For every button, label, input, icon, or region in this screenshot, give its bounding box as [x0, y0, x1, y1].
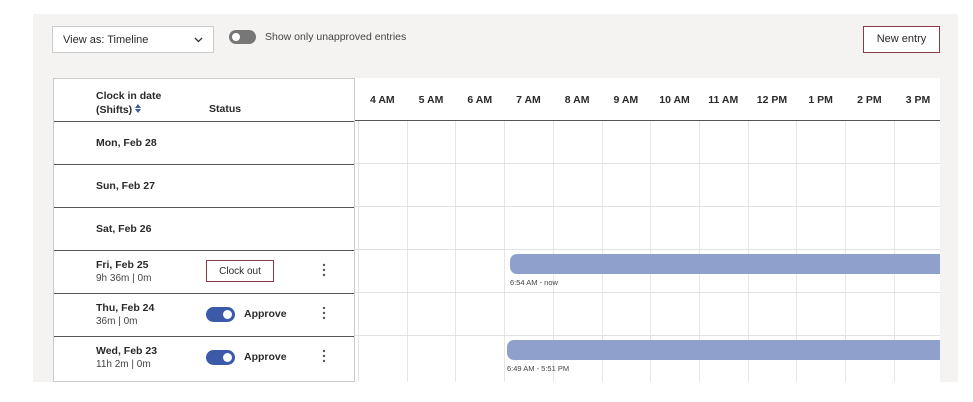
entry-row: Sun, Feb 27 [54, 164, 354, 208]
grid-line [601, 120, 603, 382]
row-line [355, 292, 940, 293]
entry-duration: 36m | 0m [96, 316, 138, 327]
grid-line [796, 120, 798, 382]
grid-line [406, 120, 408, 382]
timeline: 4 AM 5 AM 6 AM 7 AM 8 AM 9 AM 10 AM 11 AM 12 PM 1… [355, 78, 940, 382]
row-line [355, 249, 940, 250]
date-header-text: Clock in date (Shifts) [96, 90, 162, 116]
more-menu[interactable] [322, 263, 326, 282]
hour-label: 11 AM [708, 94, 739, 106]
entry-row: Sat, Feb 26 [54, 207, 354, 251]
sort-icon [135, 104, 142, 113]
more-menu[interactable] [322, 306, 326, 325]
entry-date: Sat, Feb 26 [96, 223, 152, 235]
grid-line [698, 120, 700, 382]
new-entry-button[interactable]: New entry [863, 26, 940, 53]
grid-line [893, 120, 895, 382]
grid-line [845, 120, 846, 382]
entry-row: Fri, Feb 25 9h 36m | 0m Clock out [54, 250, 354, 294]
entry-date: Sun, Feb 27 [96, 180, 155, 192]
grid-line [358, 120, 359, 382]
shift-bar [510, 254, 940, 274]
hour-label: 7 AM [516, 94, 541, 106]
hour-label: 1 PM [808, 94, 833, 106]
entry-duration: 9h 36m | 0m [96, 273, 152, 284]
toggle-label: Show only unapproved entries [265, 31, 407, 43]
approve-toggle[interactable] [206, 350, 235, 365]
entry-row: Mon, Feb 28 [54, 121, 354, 165]
entry-date: Thu, Feb 24 [96, 302, 155, 314]
chevron [194, 37, 203, 43]
kebab-icon [322, 349, 326, 363]
shift-label: 6:49 AM - 5:51 PM [507, 364, 570, 373]
date-header[interactable]: Clock in date (Shifts) [96, 89, 176, 117]
hour-label: 8 AM [564, 94, 590, 106]
header-line [355, 120, 940, 121]
row-line [355, 206, 940, 207]
grid-line [504, 120, 506, 382]
entry-row: Wed, Feb 23 11h 2m | 0m Approve [54, 336, 354, 380]
unapproved-toggle[interactable] [229, 30, 256, 44]
row-line [355, 335, 940, 336]
hour-label: 6 AM [467, 94, 493, 106]
grid-line [455, 120, 457, 382]
hour-label: 10 AM [659, 94, 690, 106]
app: View as: Timeline Show only unapproved e… [33, 14, 958, 382]
hour-label: 12 PM [756, 94, 788, 106]
hour-label: 5 AM [418, 94, 444, 106]
entries-list: Clock in date (Shifts) Status Mon, Feb 2… [53, 78, 355, 382]
view-select-label: View as: Timeline [63, 34, 149, 46]
hour-label: 3 PM [905, 94, 931, 106]
row-line [355, 163, 940, 164]
view-select[interactable]: View as: Timeline [52, 26, 214, 53]
entry-duration: 11h 2m | 0m [96, 359, 151, 370]
kebab-icon [322, 306, 326, 320]
approve-toggle[interactable] [206, 307, 235, 322]
shift-bar [507, 340, 940, 360]
entry-row: Thu, Feb 24 36m | 0m Approve [54, 293, 354, 337]
approve-label: Approve [244, 351, 287, 363]
kebab-icon [322, 263, 326, 277]
grid-line [552, 120, 554, 382]
hour-label: 2 PM [857, 94, 882, 106]
shift-label: 6:54 AM - now [510, 278, 558, 287]
entry-date: Wed, Feb 23 [96, 345, 158, 357]
approve-label: Approve [244, 308, 287, 320]
hour-label: 9 AM [613, 94, 639, 106]
grid-line [650, 120, 652, 382]
entry-date: Fri, Feb 25 [96, 259, 149, 271]
grid-line [747, 120, 749, 382]
entry-date: Mon, Feb 28 [96, 137, 157, 149]
clock-out-button[interactable]: Clock out [206, 260, 274, 282]
status-header: Status [209, 103, 242, 115]
hour-label: 4 AM [369, 94, 395, 106]
more-menu[interactable] [322, 349, 326, 368]
